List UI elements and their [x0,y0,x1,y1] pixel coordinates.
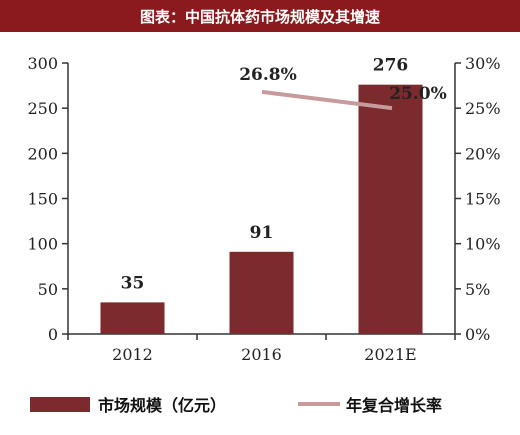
line-value-label: 25.0% [389,84,447,104]
legend: 市场规模（亿元） 年复合增长率 [30,396,442,415]
bar-2021E [358,84,423,335]
line-series [261,89,393,111]
y-tick-label-right: 30% [465,54,501,73]
legend-swatch-bar [30,397,90,412]
y-tick-label-left: 300 [27,54,58,73]
growth-rate-line [261,89,393,111]
y-tick-label-left: 50 [38,280,58,299]
x-tick-label: 2021E [364,345,416,364]
chart-title: 图表：中国抗体药市场规模及其增速 [0,0,520,32]
y-tick-label-left: 250 [27,99,58,118]
bar-2012 [100,302,165,334]
y-tick-label-right: 0% [465,325,490,344]
axes: 0 50 100 150 200 250 300 0% 5% 10% 15% 20% 25% 30% 201… [27,54,500,364]
y-tick-label-left: 150 [27,190,58,209]
y-tick-label-left: 100 [27,235,58,254]
x-tick-label: 2016 [241,345,282,364]
bar-series [100,84,423,335]
legend-label-line: 年复合增长率 [346,396,442,415]
x-tick-label: 2012 [112,345,153,364]
y-tick-label-right: 5% [465,280,490,299]
line-value-label: 26.8% [239,65,297,85]
bar-value-label: 276 [373,56,409,76]
y-tick-label-right: 15% [465,190,501,209]
y-tick-label-right: 10% [465,235,501,254]
bar-value-label: 35 [121,273,145,293]
bar-value-label: 91 [250,223,274,243]
chart-area: 0 50 100 150 200 250 300 0% 5% 10% 15% 20% 25% 30% 201… [27,54,500,415]
y-tick-label-right: 25% [465,99,501,118]
data-labels: 35 91 276 26.8% 25.0% [121,56,447,294]
y-tick-label-right: 20% [465,144,501,163]
bar-2016 [229,251,294,334]
y-tick-label-left: 200 [27,144,58,163]
y-tick-label-left: 0 [48,325,58,344]
legend-label-bar: 市场规模（亿元） [98,396,226,415]
